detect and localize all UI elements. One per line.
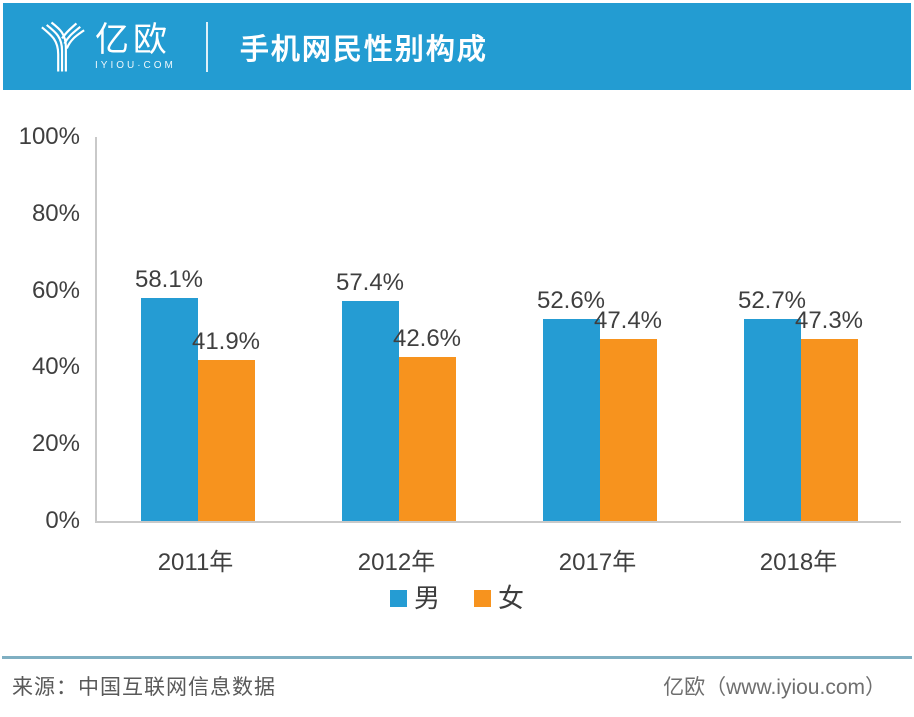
data-source-text: 来源：中国互联网信息数据 xyxy=(12,676,276,699)
brand-name-cn: 亿欧 xyxy=(95,21,171,59)
y-axis-tick-label: 40% xyxy=(31,353,80,381)
page-title: 手机网民性别构成 xyxy=(239,33,488,66)
bar-group: 58.1% 41.9% xyxy=(97,137,298,521)
bar-value-label: 52.6% xyxy=(536,287,606,315)
header-banner: 亿欧 IYIOU·COM 手机网民性别构成 xyxy=(3,3,911,90)
legend-label: 男 xyxy=(413,583,440,613)
x-axis-label: 2012年 xyxy=(357,549,436,576)
plot-area: 58.1% 41.9% 57.4% 42.6% 52.6% 47.4% 52.7% 47.3% xyxy=(95,137,901,523)
iyiou-y-logo-icon xyxy=(41,21,85,71)
bar-chart: 0% 20% 40% 60% 80% 100% 58.1% 41.9% 57.4% 42.6% 5… xyxy=(0,90,914,656)
footer-divider xyxy=(2,656,912,659)
bar-女 xyxy=(197,360,255,521)
bar-女 xyxy=(599,338,657,521)
brand-logo: 亿欧 IYIOU·COM xyxy=(39,15,176,79)
bar-男 xyxy=(341,300,399,521)
bar-value-label: 58.1% xyxy=(134,265,204,293)
y-axis: 0% 20% 40% 60% 80% 100% xyxy=(0,123,80,534)
bar-女 xyxy=(398,357,456,521)
y-axis-tick-label: 80% xyxy=(31,199,80,227)
legend-label: 女 xyxy=(498,583,525,613)
legend-swatch xyxy=(389,589,407,607)
x-axis-label: 2017年 xyxy=(558,549,637,576)
bar-column: 47.3% xyxy=(795,308,863,521)
bar-女 xyxy=(800,339,858,521)
bar-男 xyxy=(743,318,801,521)
legend-item: 男 xyxy=(389,578,440,615)
y-axis-tick-label: 0% xyxy=(45,507,80,534)
bar-value-label: 41.9% xyxy=(191,328,261,356)
bar-column: 58.1% xyxy=(135,266,203,521)
credit-text: 亿欧（www.iyiou.com） xyxy=(663,676,886,699)
x-axis-label: 2018年 xyxy=(759,549,838,576)
bar-男 xyxy=(140,297,198,521)
y-axis-tick-label: 20% xyxy=(31,430,80,458)
bar-value-label: 42.6% xyxy=(392,325,462,353)
bar-group: 57.4% 42.6% xyxy=(298,137,499,521)
x-axis: 2011年 2012年 2017年 2018年 xyxy=(95,542,899,577)
bar-column: 52.6% xyxy=(537,288,605,521)
bar-value-label: 47.4% xyxy=(593,306,663,334)
legend-item: 女 xyxy=(474,578,524,615)
y-axis-tick-label: 60% xyxy=(31,276,80,304)
x-axis-label: 2011年 xyxy=(157,549,234,576)
chart-legend: 男女 xyxy=(0,578,914,615)
bar-group: 52.7% 47.3% xyxy=(700,137,901,521)
bar-column: 42.6% xyxy=(393,326,461,521)
bar-group: 52.6% 47.4% xyxy=(499,137,700,521)
brand-name-en: IYIOU·COM xyxy=(95,60,176,71)
footer: 来源：中国互联网信息数据 亿欧（www.iyiou.com） xyxy=(0,659,914,701)
bar-column: 57.4% xyxy=(336,269,404,521)
brand-text: 亿欧 IYIOU·COM xyxy=(95,22,176,71)
bar-value-label: 47.3% xyxy=(794,307,864,335)
infographic-frame: 亿欧 IYIOU·COM 手机网民性别构成 0% 20% 40% 60% 80% 100%… xyxy=(0,3,914,717)
bar-column: 41.9% xyxy=(192,329,260,521)
bar-column: 47.4% xyxy=(594,307,662,521)
bar-value-label: 57.4% xyxy=(335,268,405,296)
bar-column: 52.7% xyxy=(738,287,806,521)
legend-swatch xyxy=(474,589,491,607)
y-axis-tick-label: 100% xyxy=(18,123,80,150)
bar-男 xyxy=(542,319,600,521)
bar-value-label: 52.7% xyxy=(737,286,807,314)
banner-divider xyxy=(205,21,208,72)
